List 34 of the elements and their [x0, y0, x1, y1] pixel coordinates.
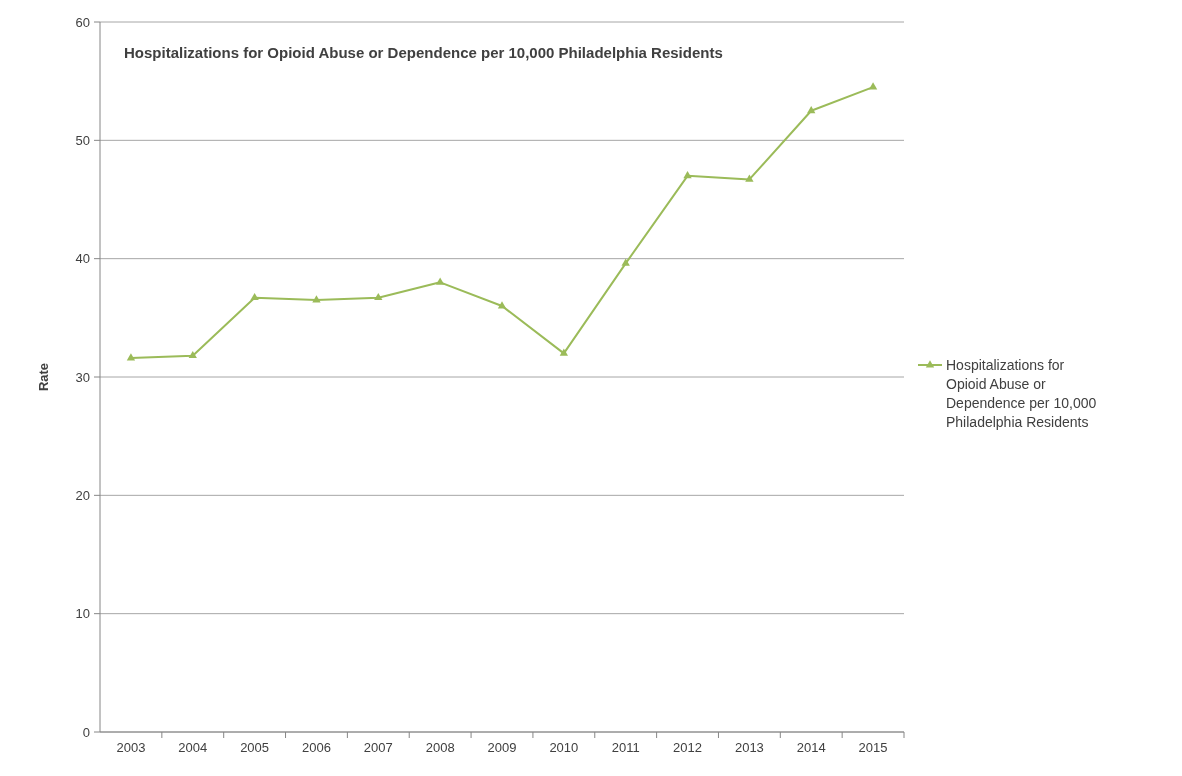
x-tick-label: 2010 — [549, 740, 579, 755]
x-tick-label: 2004 — [178, 740, 208, 755]
x-tick-label: 2003 — [116, 740, 146, 755]
point — [250, 292, 259, 301]
point — [621, 258, 630, 266]
point — [374, 292, 383, 301]
y-tick-label: 0 — [82, 724, 90, 740]
x-tick-label: 2008 — [425, 740, 455, 755]
point — [745, 174, 754, 182]
y-tick-label: 50 — [75, 132, 90, 148]
y-tick-label: 10 — [75, 606, 90, 622]
x-tick-label: 2011 — [611, 740, 640, 755]
x-tick-label: 2007 — [363, 740, 393, 755]
x-tick-label: 2012 — [673, 740, 702, 755]
y-tick-label: 40 — [75, 251, 90, 267]
y-tick-label: 30 — [75, 369, 90, 385]
point — [683, 171, 692, 179]
legend-label: Hospitalizations for Opioid Abuse or Dependence per 10,000 Philadelphia Residents — [946, 356, 1097, 430]
point — [497, 301, 507, 309]
y-tick-label: 60 — [75, 14, 90, 30]
point — [126, 353, 136, 361]
x-tick-label: 2013 — [734, 740, 764, 755]
point — [559, 348, 569, 356]
text: Hospitalizations for Opioid Abuse or Dependence per 10,000 Philadelphia Residents — [124, 44, 723, 61]
point — [435, 277, 445, 285]
x-tick-label: 2005 — [240, 740, 270, 755]
point — [807, 105, 816, 114]
x-tick-label: 2014 — [796, 740, 826, 755]
x-tick-label: 2009 — [487, 740, 517, 755]
y-axis-title: Rate — [36, 362, 51, 392]
x-tick-label: 2006 — [302, 740, 331, 755]
point — [188, 350, 197, 359]
x-tick-label: 2015 — [858, 740, 888, 755]
y-tick-label: 20 — [75, 487, 90, 503]
